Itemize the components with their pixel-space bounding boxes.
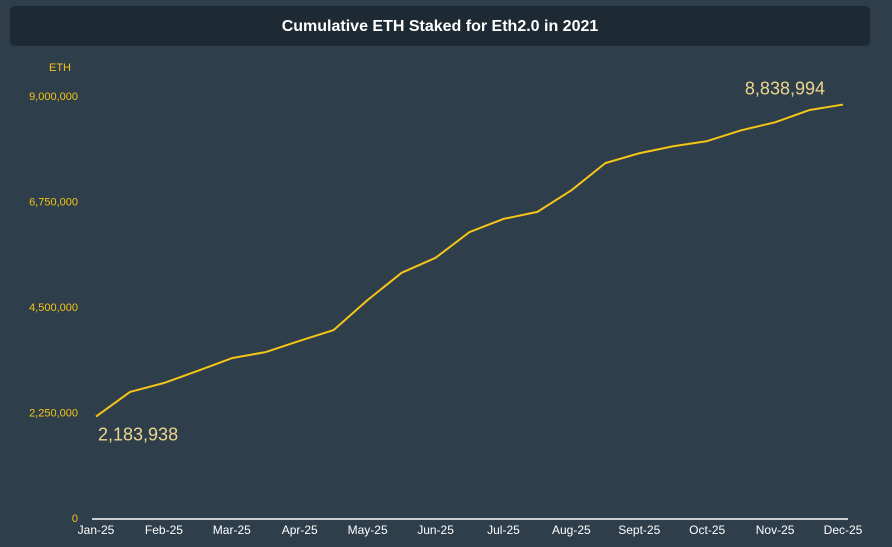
- y-axis-label: ETH: [49, 62, 71, 74]
- x-tick-label: Jan-25: [78, 523, 115, 537]
- x-tick-label: Sept-25: [618, 523, 660, 537]
- data-label: 8,838,994: [745, 78, 825, 98]
- title-bar: [10, 6, 870, 46]
- data-label: 2,183,938: [98, 424, 178, 444]
- line: [95, 103, 844, 418]
- x-tick-label: Aug-25: [552, 523, 591, 537]
- chart-title: Cumulative ETH Staked for Eth2.0 in 2021: [282, 18, 599, 35]
- x-tick-label: Apr-25: [282, 523, 318, 537]
- x-tick-label: Nov-25: [756, 523, 795, 537]
- x-tick-label: Jun-25: [417, 523, 454, 537]
- x-tick-label: Mar-25: [213, 523, 251, 537]
- y-tick-label: 2,250,000: [29, 407, 78, 419]
- y-tick-label: 0: [72, 513, 78, 525]
- x-tick-label: Dec-25: [824, 523, 863, 537]
- y-tick-label: 4,500,000: [29, 302, 78, 314]
- x-tick-label: Jul-25: [487, 523, 520, 537]
- x-tick-label: May-25: [348, 523, 388, 537]
- x-tick-label: Oct-25: [689, 523, 725, 537]
- x-tick-label: Feb-25: [145, 523, 183, 537]
- y-tick-label: 6,750,000: [29, 196, 78, 208]
- y-tick-label: 9,000,000: [29, 91, 78, 103]
